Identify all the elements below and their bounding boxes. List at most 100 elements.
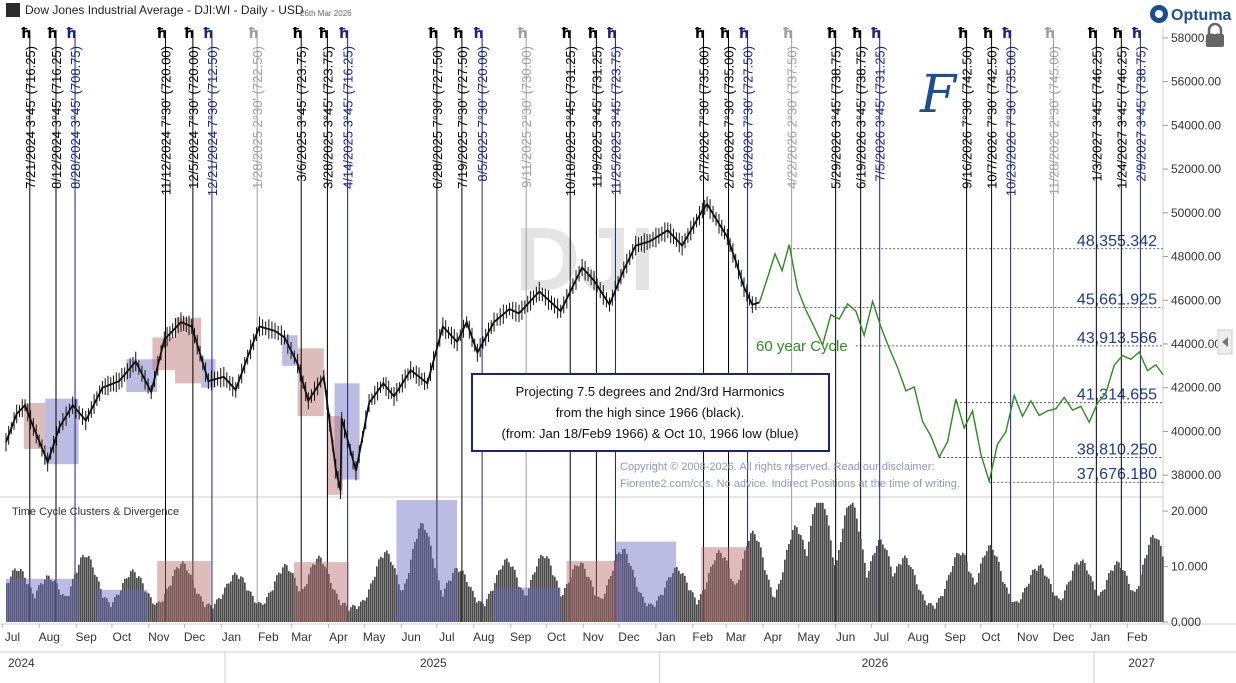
cycle-label: 2/28/2026 7°30' (735.00) [722,46,737,189]
histogram-bar [920,590,922,622]
histogram-bar [318,555,320,622]
histogram-bar [1122,570,1124,622]
histogram-bar [166,588,168,622]
histogram-bar [812,514,814,622]
histogram-bar [204,607,206,622]
histogram-bar [902,558,904,622]
app-menu-icon[interactable] [6,3,20,17]
histogram-bar [150,597,152,622]
histogram-bar [896,566,898,622]
histogram-bar [514,569,516,622]
histogram-bar [704,589,706,622]
histogram-bar [290,572,292,622]
histogram-bar [552,575,554,622]
histogram-bar [868,570,870,622]
histogram-bar [456,568,458,622]
histogram-bar [752,530,754,622]
histogram-bar [1158,539,1160,622]
histogram-cluster-box [494,587,561,622]
cycle-label: 4/14/2025 3°45' (716.25) [341,46,356,189]
x-month-label: Jul [874,630,889,644]
histogram-bar [960,555,962,622]
histogram-bar [384,552,386,622]
histogram-bar [580,562,582,622]
histogram-bar [266,597,268,622]
histogram-bar [462,570,464,622]
cycle-label: 11/25/2025 3°45' (723.75) [608,46,623,195]
histogram-bar [272,590,274,622]
histogram-bar [480,601,482,622]
histogram-bar [690,590,692,622]
histogram-bar [850,504,852,622]
histogram-bar [496,574,498,622]
histogram-bar [996,556,998,622]
histogram-bar [116,594,118,622]
histogram-bar [48,575,50,622]
histogram-bar [696,604,698,622]
histogram-bar [576,565,578,622]
cycle-label: 1/24/2027 3°45' (746.25) [1114,46,1129,189]
cycle-glyph: ħ [292,26,303,42]
cycle-glyph: ħ [719,26,730,42]
cycle-glyph: ħ [20,26,31,42]
histogram-bar [358,606,360,622]
histogram-bar [1002,581,1004,622]
histogram-bar [18,571,20,622]
histogram-bar [754,534,756,622]
y-tick-label: 40000.00 [1171,424,1221,438]
histogram-bar [570,577,572,622]
chart-date: 26th Mar 2026 [300,9,352,18]
histogram-bar [1050,583,1052,622]
x-month-label: Aug [473,630,494,644]
histogram-bar [834,565,836,622]
histogram-bar [138,576,140,622]
histogram-bar [174,569,176,622]
histogram-bar [68,595,70,622]
histogram-bar [748,541,750,622]
histogram-bar [378,559,380,622]
histogram-bar [1054,595,1056,622]
cycle-glyph: ħ [982,26,993,42]
lock-icon[interactable] [1206,22,1224,47]
histogram-bar [392,565,394,622]
cycle-glyph: ħ [1044,26,1055,42]
histogram-bar [500,569,502,622]
x-month-label: Nov [148,630,169,644]
histogram-bar [566,583,568,622]
histogram-bar [414,542,416,622]
histogram-bar [916,584,918,622]
histogram-bar [468,586,470,622]
optuma-logo: Optuma [1150,5,1232,24]
cycle-glyph: ħ [473,26,484,42]
histogram-bar [178,568,180,622]
histogram-bar [132,569,134,622]
x-month-label: Sep [944,630,966,644]
histogram-bar [918,589,920,622]
histogram-bar [306,584,308,622]
histogram-bar [80,557,82,622]
histogram-bar [720,552,722,622]
histogram-bar [32,593,34,622]
histogram-cluster-box [701,547,750,622]
histogram-bar [592,586,594,622]
histogram-bar [360,601,362,622]
histogram-bar [776,589,778,622]
cycle-label: 6/19/2026 3°45' (738.75) [854,46,869,189]
histogram-bar [74,574,76,622]
histogram-bar [624,548,626,622]
histogram-bar [642,596,644,622]
histogram-bar [530,579,532,622]
collapse-arrow-icon[interactable] [1217,329,1233,355]
x-month-label: Feb [258,630,279,644]
histogram-bar [148,593,150,622]
histogram-bar [186,570,188,622]
histogram-bar [90,559,92,622]
cycle-label: 3/16/2026 7°30' (727.50) [741,46,756,189]
histogram-bar [316,558,318,622]
histogram-bar [154,604,156,622]
histogram-bar [418,528,420,622]
histogram-bar [802,539,804,622]
histogram-bar [560,596,562,622]
cycle-glyph: ħ [1087,26,1098,42]
cycle-box [282,335,298,366]
